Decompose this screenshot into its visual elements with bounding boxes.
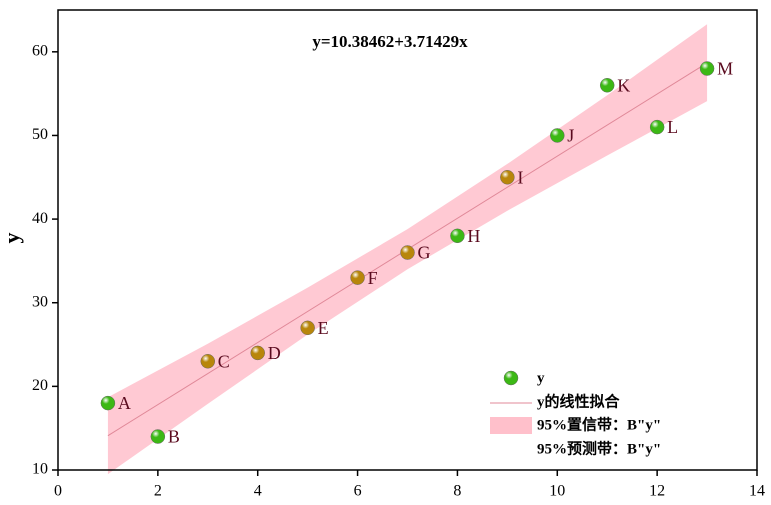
legend-label: 95%预测带：B"y" (537, 439, 661, 457)
x-tick-label: 6 (354, 483, 362, 500)
y-tick-label: 40 (32, 210, 48, 227)
equation: y=10.38462+3.71429x (312, 32, 468, 51)
legend-label: 95%置信带：B"y" (537, 415, 661, 433)
data-point (450, 228, 465, 244)
x-tick-label: 12 (649, 483, 665, 500)
point-label: C (218, 351, 230, 371)
point-label: J (567, 126, 574, 146)
point-label: A (118, 393, 131, 413)
x-tick-label: 10 (549, 483, 565, 500)
data-point (300, 320, 315, 336)
data-point (699, 61, 715, 76)
point-label: I (517, 167, 523, 187)
legend-label: y的线性拟合 (537, 392, 621, 410)
data-point (350, 270, 365, 285)
point-label: D (268, 343, 281, 363)
data-point (550, 128, 565, 143)
x-tick-label: 8 (453, 483, 461, 500)
data-point (200, 354, 216, 369)
x-tick-label: 4 (254, 483, 262, 500)
data-point (100, 395, 116, 411)
data-point (400, 245, 415, 260)
x-tick-label: 14 (749, 483, 765, 500)
point-label: B (168, 427, 180, 447)
data-point (150, 429, 166, 444)
point-label: K (617, 75, 630, 95)
legend-marker (503, 370, 519, 386)
point-label: L (667, 117, 678, 137)
data-point (250, 345, 265, 361)
x-tick-label: 0 (54, 483, 62, 500)
data-point (599, 78, 615, 93)
x-tick-label: 2 (154, 483, 162, 500)
legend-patch (490, 417, 532, 434)
y-tick-label: 30 (32, 293, 48, 310)
legend-label: y (537, 370, 545, 386)
y-tick-label: 50 (32, 126, 48, 143)
y-tick-label: 20 (32, 377, 48, 394)
y-axis-label: y (0, 233, 24, 244)
point-label: G (418, 243, 431, 263)
data-point (649, 119, 665, 135)
y-tick-label: 60 (32, 42, 48, 59)
point-label: E (318, 318, 329, 338)
plot-frame (57, 9, 758, 471)
point-label: M (717, 59, 733, 79)
data-point (500, 170, 515, 185)
point-label: F (368, 268, 378, 288)
y-tick-label: 10 (32, 461, 48, 478)
point-label: H (467, 226, 480, 246)
